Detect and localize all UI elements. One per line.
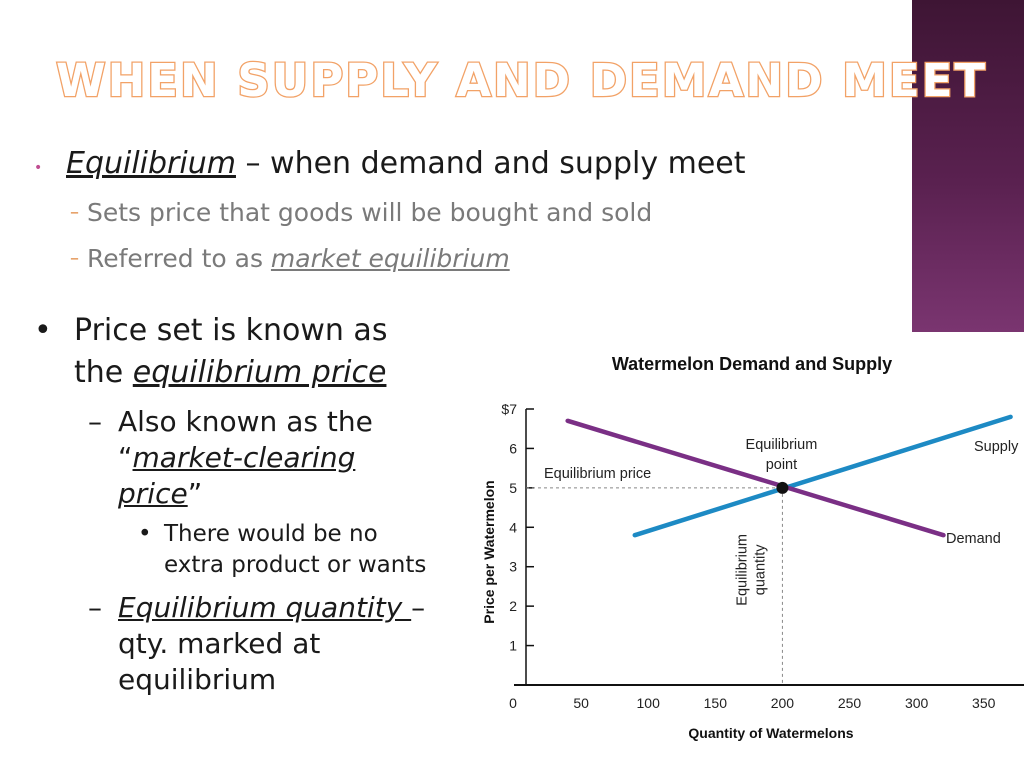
term-price: price [118,477,188,510]
sub-bullet-referred: – Referred to as market equilibrium [70,244,510,273]
x-tick-label: 350 [972,695,996,711]
y-tick-group: 1 2 3 4 5 6 $7 [501,401,534,654]
term-equilibrium-quantity: Equilibrium quantity [118,591,412,624]
y-tick-label: 6 [509,440,517,456]
sub-sub-bullet-line2: extra product or wants [164,552,427,578]
decorative-sidebar [912,0,1024,332]
y-tick-label: 3 [509,559,517,575]
bullet-price-set-line2: the equilibrium price [74,354,386,392]
supply-series-line [632,414,1013,538]
chart-title: Watermelon Demand and Supply [612,354,892,374]
y-axis-label: Price per Watermelon [481,480,497,623]
equilibrium-quantity-label-line2: quantity [752,544,768,596]
y-tick-label: 4 [509,519,517,535]
x-axis-label: Quantity of Watermelons [688,725,853,741]
x-tick-label: 100 [637,695,661,711]
x-tick-label: 300 [905,695,929,711]
equilibrium-quantity-label-line1: Equilibrium [734,534,750,606]
chart-container: Watermelon Demand and Supply 1 2 3 4 5 6 $7 0 5… [477,332,1024,768]
sub-bullet-referred-pre: Referred to as [87,244,271,273]
bullet-dot-icon: • [34,160,43,176]
sub-bullet-also-known-line3: price” [118,476,202,512]
equilibrium-point-marker [776,481,789,494]
x-tick-label: 150 [704,695,728,711]
equilibrium-point-label-line2: point [766,457,797,473]
y-tick-label: 1 [509,638,517,654]
sub-sub-bullet-line1: There would be no [164,521,378,547]
demand-series-line [565,418,946,538]
equilibrium-point-label-line1: Equilibrium [746,437,818,453]
supply-series-label: Supply [974,439,1019,455]
bullet-price-set-line1: Price set is known as [74,313,388,348]
sub-bullet-eq-quantity-line1: Equilibrium quantity – [118,590,425,626]
x-tick-label: 250 [838,695,862,711]
sub-bullet-sets-price-text: Sets price that goods will be bought and… [87,198,653,227]
watermelon-chart: Watermelon Demand and Supply 1 2 3 4 5 6 $7 0 5… [481,354,1024,741]
term-market-clearing: market-clearing [132,441,356,474]
x-tick-group: 0 50 100 150 200 250 300 350 [509,695,996,711]
slide-title: When supply and demand meet [55,57,987,105]
y-tick-label: 2 [509,598,517,614]
x-tick-label: 0 [509,695,517,711]
term-market-equilibrium: market equilibrium [270,244,510,273]
dash-bullet-icon: – [88,405,102,438]
y-tick-label: $7 [501,401,517,417]
equilibrium-price-label: Equilibrium price [544,466,651,482]
sub-bullet-also-known-line2: “market-clearing [118,440,355,476]
term-equilibrium: Equilibrium [66,146,236,181]
open-quote: “ [118,441,133,474]
bullet-dot-icon: • [138,521,152,547]
sub-bullet-also-known-line1: Also known as the [118,405,373,438]
x-tick-label: 200 [771,695,795,711]
sub-bullet-eq-quantity-line3: equilibrium [118,663,277,696]
bullet-dot-icon: • [34,313,52,348]
term-equilibrium-price: equilibrium price [132,355,387,390]
sub-bullet-eq-quantity-line2: qty. marked at [118,627,321,660]
y-tick-label: 5 [509,480,517,496]
sub-bullet-sets-price: – Sets price that goods will be bought an… [70,198,652,227]
bullet-equilibrium: Equilibrium – when demand and supply mee… [66,146,746,181]
slide-title-text: When supply and demand meet [55,54,988,107]
bullet-price-set-line2-pre: the [74,355,133,390]
bullet-equilibrium-rest: – when demand and supply meet [235,146,746,181]
dash-bullet-icon: – [88,591,102,624]
dash-bullet-icon: – [70,202,79,223]
x-tick-label: 50 [573,695,589,711]
eq-quantity-dash: – [411,591,426,624]
demand-series-label: Demand [946,531,1001,547]
dash-bullet-icon: – [70,248,79,269]
close-quote: ” [187,477,203,510]
